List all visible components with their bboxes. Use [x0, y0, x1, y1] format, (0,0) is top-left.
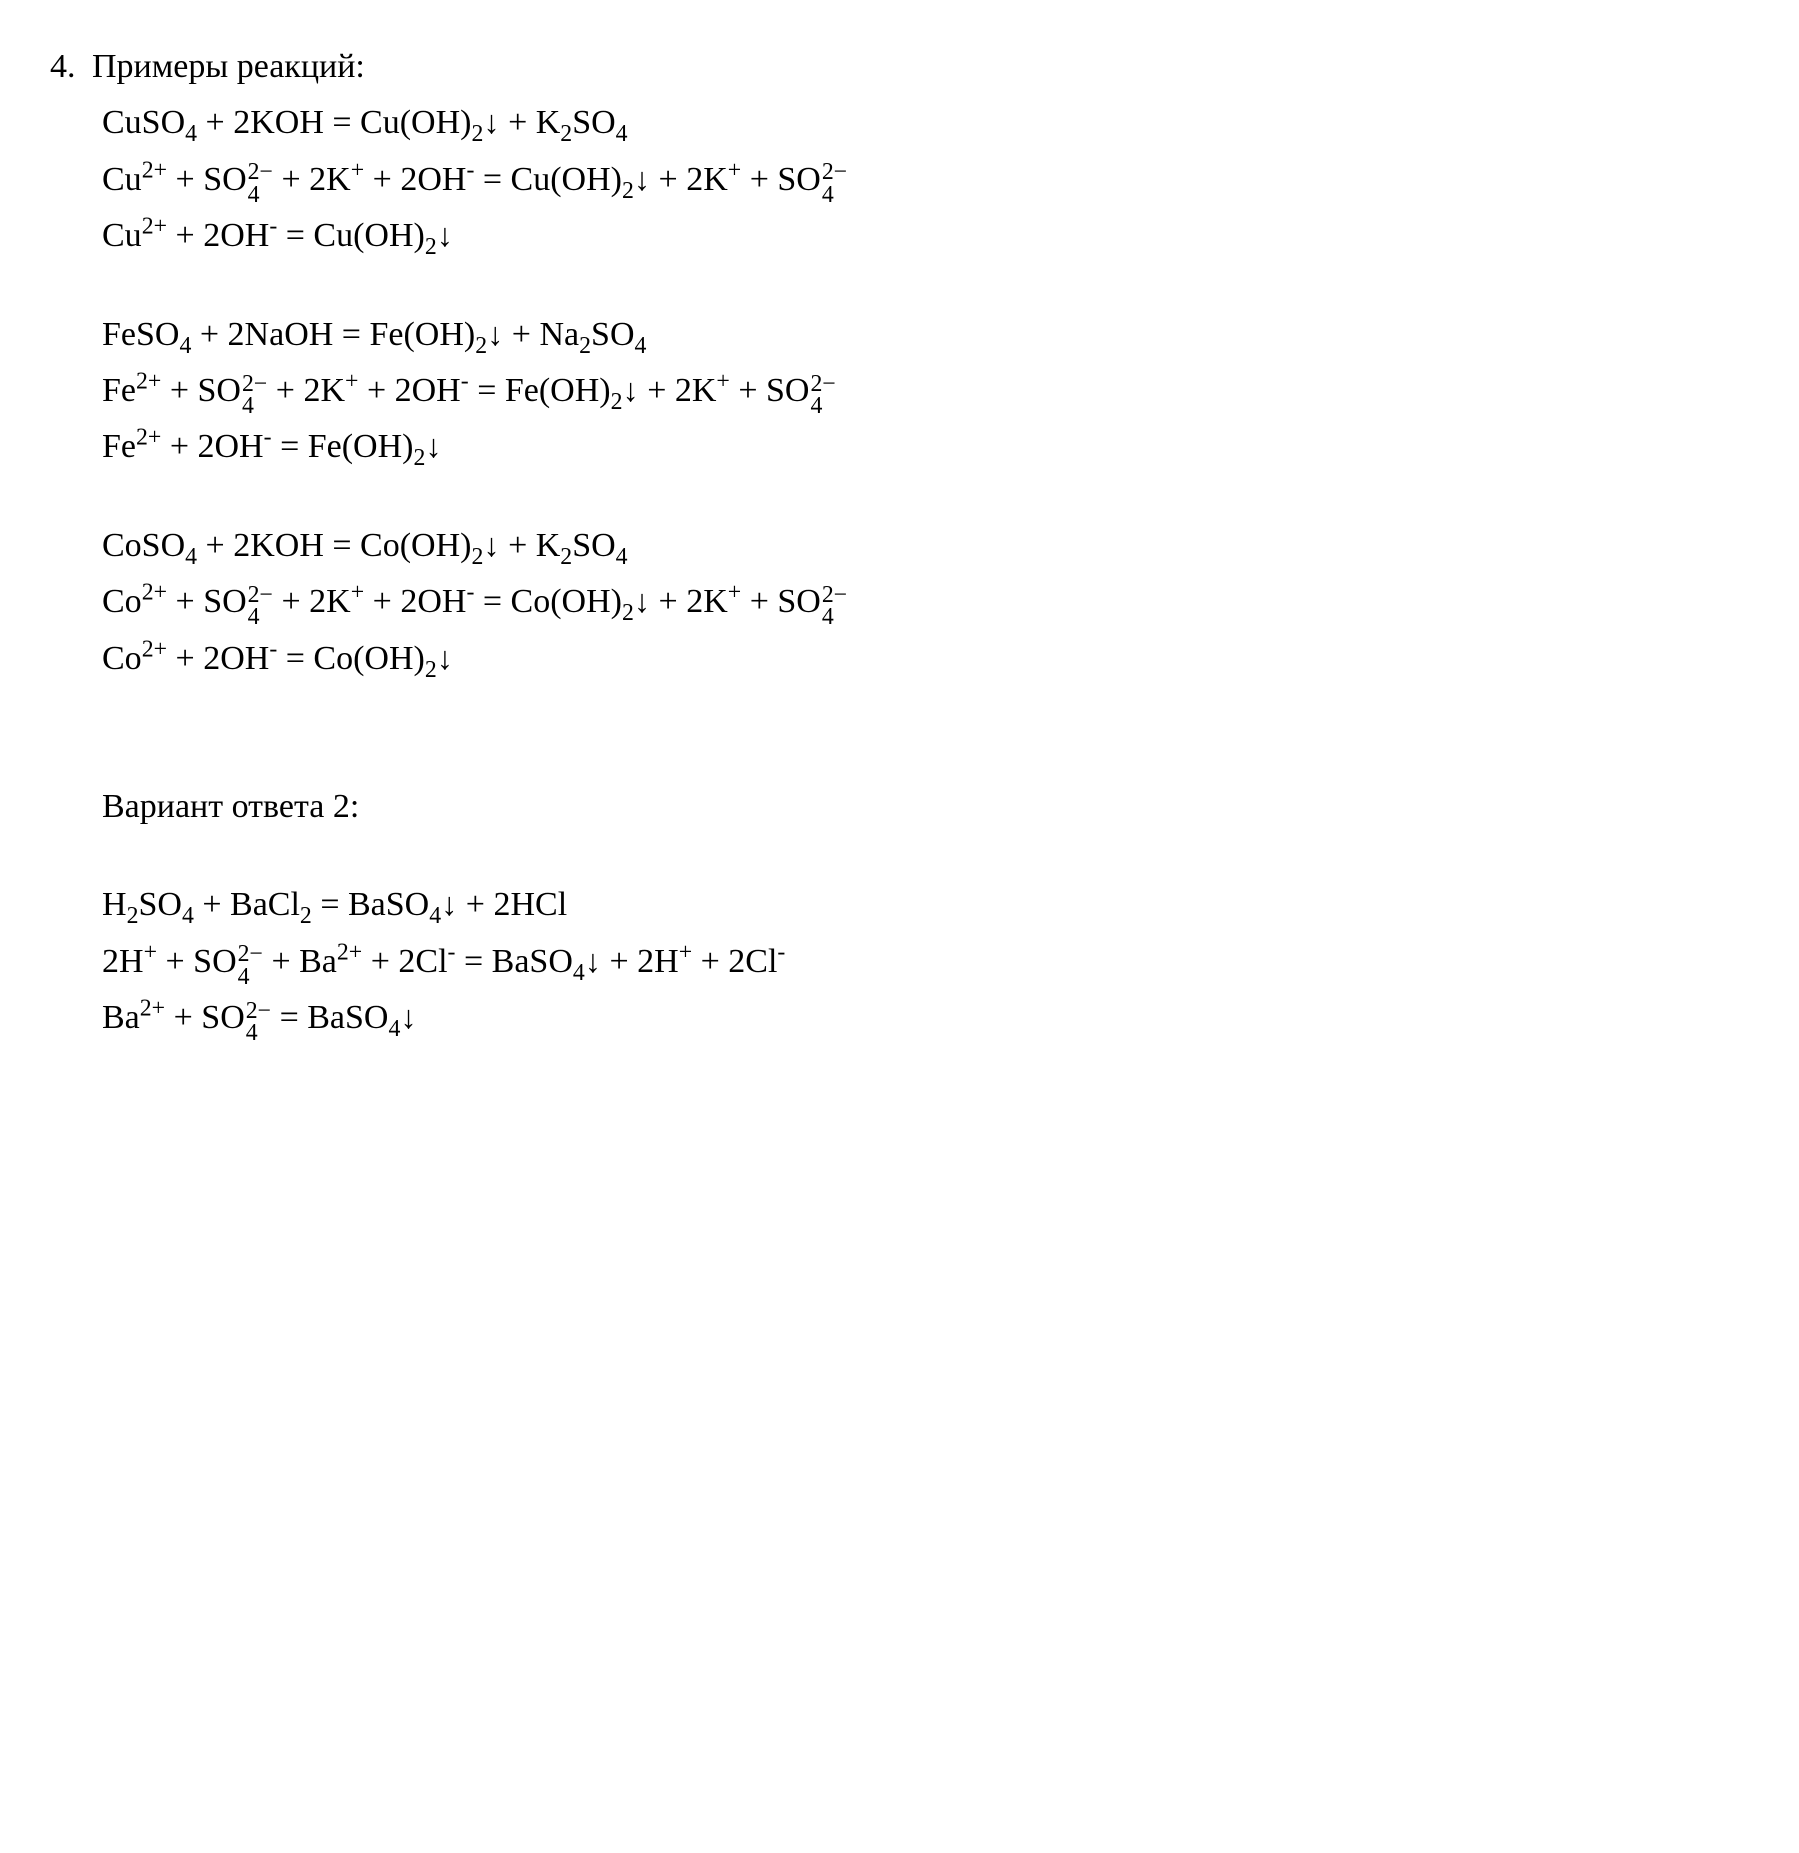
document-root: 4. Примеры реакций: CuSO4 + 2KOH = Cu(OH…	[50, 40, 1749, 1045]
variant-heading: Вариант ответа 2:	[102, 780, 1749, 834]
equation-line: CuSO4 + 2KOH = Cu(OH)2↓ + K2SO4	[102, 96, 1749, 150]
equation-line: Co2+ + SO2−4 + 2K+ + 2OH- = Co(OH)2↓ + 2…	[102, 575, 1749, 629]
equation-line: Cu2+ + 2OH- = Cu(OH)2↓	[102, 209, 1749, 263]
equation-line: FeSO4 + 2NaOH = Fe(OH)2↓ + Na2SO4	[102, 308, 1749, 362]
equation-line: H2SO4 + BaCl2 = BaSO4↓ + 2HCl	[102, 878, 1749, 932]
equation-line: Co2+ + 2OH- = Co(OH)2↓	[102, 632, 1749, 686]
heading-text: Примеры реакций:	[92, 48, 365, 85]
item-number: 4.	[50, 40, 76, 94]
equations-container: CuSO4 + 2KOH = Cu(OH)2↓ + K2SO4Cu2+ + SO…	[102, 96, 1749, 1045]
heading-row: 4. Примеры реакций:	[50, 40, 1749, 94]
equation-line: Cu2+ + SO2−4 + 2K+ + 2OH- = Cu(OH)2↓ + 2…	[102, 153, 1749, 207]
equation-line: Fe2+ + 2OH- = Fe(OH)2↓	[102, 420, 1749, 474]
equation-line: CoSO4 + 2KOH = Co(OH)2↓ + K2SO4	[102, 519, 1749, 573]
equation-line: Ba2+ + SO2−4 = BaSO4↓	[102, 991, 1749, 1045]
block-gap	[102, 266, 1749, 306]
block-gap	[102, 836, 1749, 876]
section-gap	[102, 688, 1749, 778]
equation-line: Fe2+ + SO2−4 + 2K+ + 2OH- = Fe(OH)2↓ + 2…	[102, 364, 1749, 418]
block-gap	[102, 477, 1749, 517]
equation-line: 2H+ + SO2−4 + Ba2+ + 2Cl- = BaSO4↓ + 2H+…	[102, 935, 1749, 989]
